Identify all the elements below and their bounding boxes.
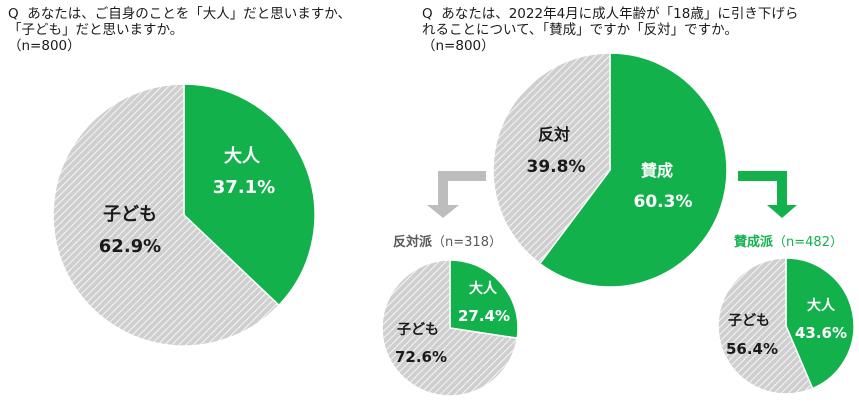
approve-group-slice-0-value: 43.6% [795,324,847,342]
arrow-to-approve-group [738,171,797,218]
approve-or-oppose-slice-0-label: 賛成 [641,161,673,180]
oppose-group-slice-1-label: 子ども [397,322,439,338]
oppose-group-slice-0 [449,259,519,340]
approve-group-slice-1-value: 56.4% [726,340,778,358]
approve-or-oppose-slice-1-value: 39.8% [527,157,586,177]
adult-or-child-slice-1 [52,83,280,347]
oppose-group-slice-0-label: 大人 [469,280,498,297]
approve-group-label: 賛成派（n=482） [734,234,843,250]
oppose-group-slice-1-value: 72.6% [395,348,447,366]
oppose-group-slice-0-value: 27.4% [458,307,510,325]
approve-group-slice-1-label: 子ども [728,313,770,329]
oppose-group-slice-1 [381,259,519,397]
adult-or-child-slice-0-value: 37.1% [213,177,275,198]
approve-group-slice-0-label: 大人 [807,297,836,314]
adult-or-child-slice-0 [183,83,316,307]
approve-or-oppose-slice-0 [538,52,728,288]
adult-or-child-slice-0-label: 大人 [224,145,261,167]
adult-or-child-slice-1-value: 62.9% [99,236,161,257]
approve-or-oppose-slice-0-value: 60.3% [634,192,693,212]
approve-group-slice-1 [717,257,814,395]
arrow-to-oppose-group [427,171,486,218]
approve-or-oppose-slice-1-label: 反対 [538,125,570,144]
approve-or-oppose-slice-1 [492,52,611,265]
approve-group-slice-0 [785,257,855,390]
question-1-text: Q あなたは、ご自身のことを「大人」だと思いますか、 「子ども」だと思いますか。… [8,6,351,54]
question-2-text: Q あなたは、2022年4月に成人年齢が「18歳」に引き下げら れることについて… [422,6,799,54]
adult-or-child-slice-1-label: 子ども [103,204,157,225]
oppose-group-label: 反対派（n=318） [393,234,502,250]
